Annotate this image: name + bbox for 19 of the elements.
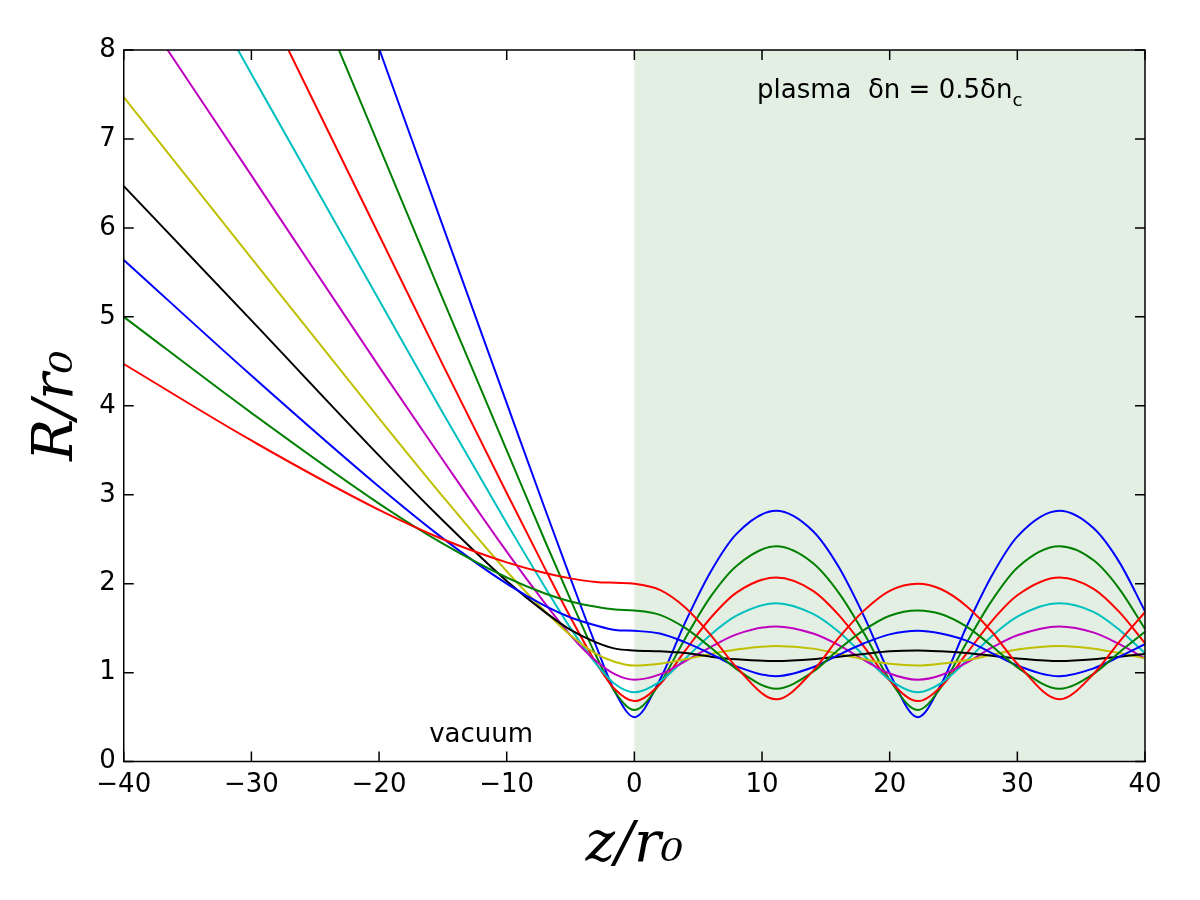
x-axis-title: z/r₀ xyxy=(584,808,684,874)
y-tick-label: 2 xyxy=(99,566,116,597)
y-tick-label: 4 xyxy=(99,388,116,419)
y-tick-label: 7 xyxy=(99,121,116,152)
annotation: vacuum xyxy=(429,717,534,748)
x-tick-label: 10 xyxy=(745,767,779,798)
x-tick-label: 20 xyxy=(873,767,907,798)
x-tick-label: 0 xyxy=(626,767,643,798)
y-tick-label: 5 xyxy=(99,299,116,330)
x-tick-label: 40 xyxy=(1128,767,1162,798)
y-tick-label: 8 xyxy=(99,32,116,63)
y-axis-title: R/r₀ xyxy=(20,350,86,462)
x-tick-label: −30 xyxy=(223,767,279,798)
y-tick-label: 6 xyxy=(99,210,116,241)
x-tick-label: −10 xyxy=(479,767,535,798)
x-tick-label: −20 xyxy=(351,767,407,798)
y-tick-label: 3 xyxy=(99,477,116,508)
x-tick-label: 30 xyxy=(1000,767,1034,798)
y-tick-label: 1 xyxy=(99,655,116,686)
